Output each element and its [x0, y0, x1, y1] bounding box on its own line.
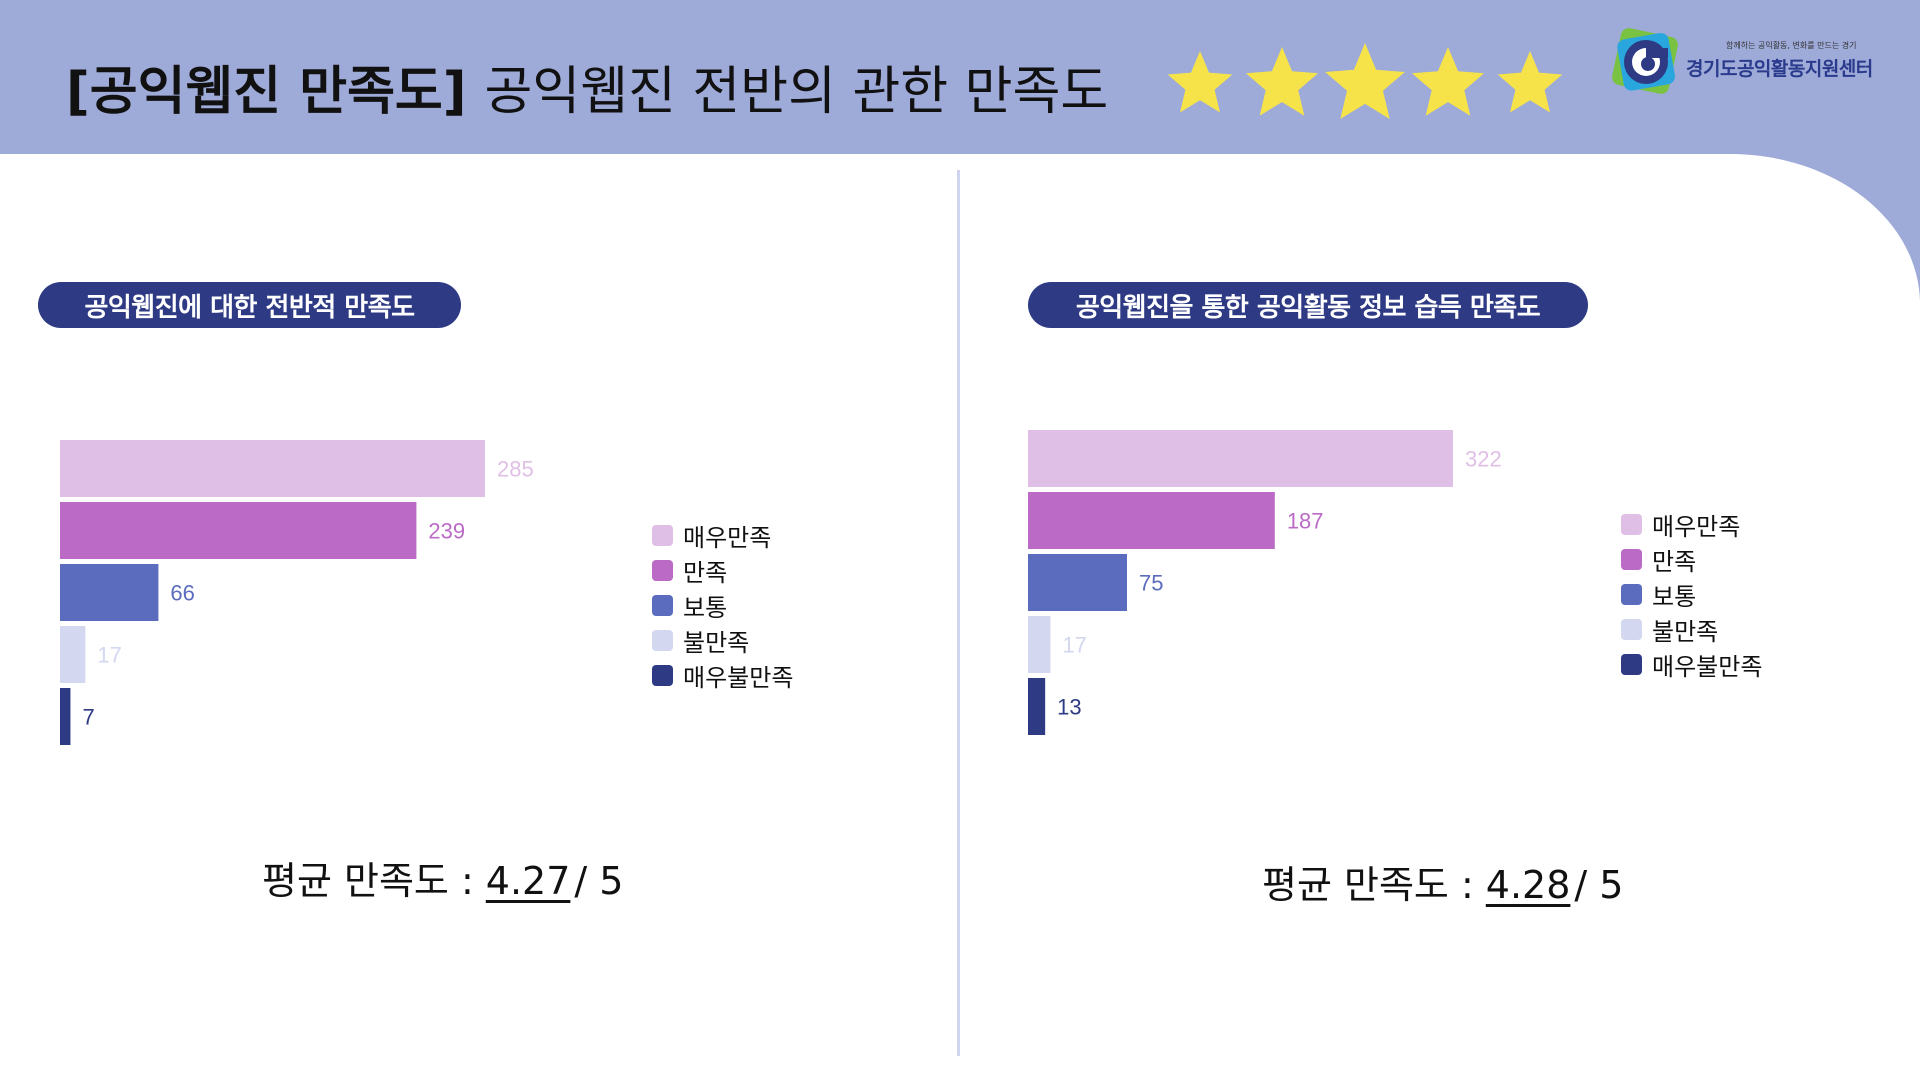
bar-value-label: 285 — [497, 457, 534, 482]
bar-value-label: 322 — [1465, 447, 1502, 472]
panel-divider — [957, 170, 960, 1056]
legend-swatch — [1621, 549, 1642, 570]
bar-매우만족 — [1028, 430, 1453, 487]
legend-item: 불만족 — [652, 623, 793, 658]
legend-swatch — [1621, 584, 1642, 605]
average-label: 평균 만족도 : — [262, 859, 474, 903]
legend-item: 매우만족 — [652, 518, 793, 553]
legend-item: 매우만족 — [1621, 507, 1762, 542]
star-icon — [1411, 47, 1485, 116]
bar-불만족 — [60, 626, 86, 683]
legend-item: 보통 — [1621, 577, 1762, 612]
bar-매우불만족 — [1028, 678, 1046, 735]
bar-value-label: 239 — [428, 519, 465, 544]
page-title: [공익웹진 만족도] 공익웹진 전반의 관한 만족도 — [66, 46, 1108, 126]
legend-label: 매우만족 — [683, 524, 772, 552]
organization-logo: 함께하는 공익활동, 변화를 만드는 경기 경기도공익활동지원센터 — [1610, 26, 1900, 98]
average-value: 4.27 — [485, 859, 571, 903]
legend-label: 보통 — [683, 594, 728, 622]
chart-title-pill-info: 공익웹진을 통한 공익활동 정보 습득 만족도 — [1028, 282, 1588, 328]
legend-swatch — [652, 525, 673, 546]
page-title-bold: [공익웹진 만족도] — [66, 61, 467, 122]
star-icon — [1325, 43, 1405, 119]
bar-value-label: 66 — [170, 581, 194, 606]
legend-swatch — [652, 665, 673, 686]
star-icon — [1245, 47, 1319, 116]
star-icon — [1497, 51, 1563, 113]
bar-chart-overall: 285 239 66 17 7 — [60, 440, 534, 745]
legend-item: 불만족 — [1621, 612, 1762, 647]
average-value: 4.28 — [1485, 863, 1571, 907]
legend-swatch — [1621, 619, 1642, 640]
logo-mark-icon — [1612, 28, 1678, 94]
legend-label: 보통 — [1652, 583, 1697, 611]
legend-item: 매우불만족 — [652, 658, 793, 693]
legend-swatch — [1621, 654, 1642, 675]
legend-item: 보통 — [652, 588, 793, 623]
logo-name: 경기도공익활동지원센터 — [1686, 58, 1873, 80]
legend-item: 만족 — [652, 553, 793, 588]
legend-label: 매우불만족 — [683, 664, 794, 692]
bar-value-label: 7 — [82, 705, 94, 730]
star-icon — [1167, 51, 1233, 113]
bar-chart-info: 322 187 75 17 13 — [1028, 430, 1502, 735]
bar-보통 — [60, 564, 159, 621]
legend-item: 만족 — [1621, 542, 1762, 577]
average-max: / 5 — [574, 859, 624, 903]
rating-stars — [1167, 43, 1563, 119]
legend-swatch — [1621, 514, 1642, 535]
bar-불만족 — [1028, 616, 1051, 673]
bar-만족 — [60, 502, 417, 559]
bar-value-label: 17 — [1062, 633, 1086, 658]
legend-label: 만족 — [1652, 548, 1697, 576]
bar-매우만족 — [60, 440, 485, 497]
average-max: / 5 — [1574, 863, 1624, 907]
bar-만족 — [1028, 492, 1275, 549]
bar-value-label: 13 — [1057, 695, 1081, 720]
legend-label: 매우만족 — [1652, 513, 1741, 541]
legend-label: 불만족 — [1652, 618, 1719, 646]
legend-swatch — [652, 595, 673, 616]
bar-매우불만족 — [60, 688, 71, 745]
average-label: 평균 만족도 : — [1262, 863, 1474, 907]
average-score-info: 평균 만족도 : 4.28 / 5 — [1262, 854, 1623, 909]
page-title-main: 공익웹진 전반의 관한 만족도 — [484, 61, 1109, 122]
logo-tagline: 함께하는 공익활동, 변화를 만드는 경기 — [1726, 41, 1857, 50]
bar-보통 — [1028, 554, 1127, 611]
legend-label: 매우불만족 — [1652, 653, 1763, 681]
legend-label: 불만족 — [683, 629, 750, 657]
average-score-overall: 평균 만족도 : 4.27 / 5 — [262, 850, 623, 905]
bar-value-label: 17 — [97, 643, 121, 668]
bar-value-label: 75 — [1139, 571, 1163, 596]
legend-swatch — [652, 630, 673, 651]
legend-swatch — [652, 560, 673, 581]
bar-value-label: 187 — [1287, 509, 1324, 534]
legend-label: 만족 — [683, 559, 728, 587]
legend-item: 매우불만족 — [1621, 647, 1762, 682]
chart-title-pill-overall: 공익웹진에 대한 전반적 만족도 — [38, 282, 461, 328]
